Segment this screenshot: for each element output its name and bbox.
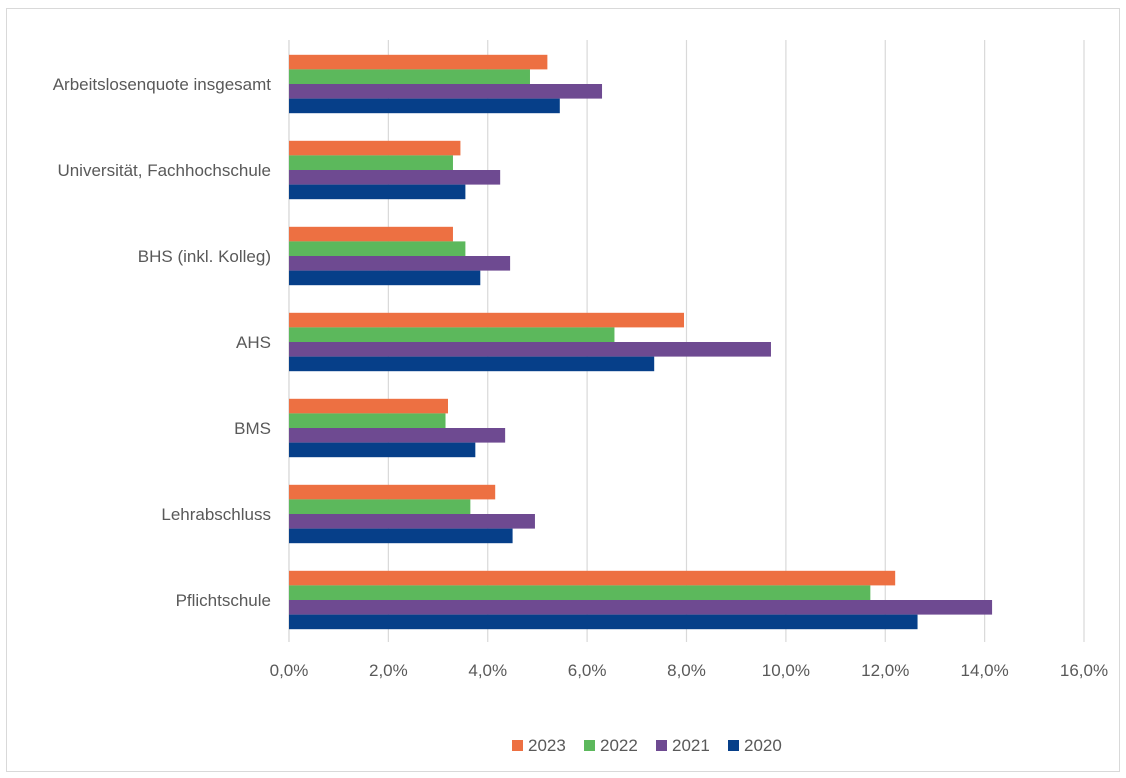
category-label: Pflichtschule (176, 591, 271, 610)
bar-2022 (289, 413, 446, 428)
bar-2021 (289, 84, 603, 99)
legend-swatch-2022 (584, 740, 595, 751)
category-label: AHS (236, 333, 271, 352)
legend-label: 2023 (528, 736, 566, 755)
legend-swatch-2023 (512, 740, 523, 751)
category-labels: Arbeitslosenquote insgesamt Universität, … (53, 75, 272, 610)
x-tick-label: 10,0% (762, 661, 810, 680)
bar-2023 (289, 140, 461, 156)
legend-swatch-2020 (728, 740, 739, 751)
category-label: Universität, Fachhochschule (57, 161, 271, 180)
bar-2023 (289, 312, 685, 328)
bar-2023 (289, 54, 548, 70)
category-label: Arbeitslosenquote insgesamt (53, 75, 272, 94)
bar-2023 (289, 570, 896, 586)
bar-2020 (289, 528, 513, 544)
legend-swatch-2021 (656, 740, 667, 751)
bar-2021 (289, 514, 535, 529)
x-tick-label: 6,0% (568, 661, 607, 680)
bar-2020 (289, 356, 655, 372)
bar-2020 (289, 184, 466, 200)
bar-2021 (289, 428, 506, 443)
bar-2023 (289, 398, 448, 414)
x-tick-label: 16,0% (1060, 661, 1108, 680)
bar-2022 (289, 499, 471, 514)
chart-frame (6, 8, 1120, 772)
bar-2022 (289, 241, 466, 256)
x-tick-label: 0,0% (270, 661, 309, 680)
x-tick-label: 14,0% (961, 661, 1009, 680)
x-tick-label: 12,0% (861, 661, 909, 680)
bar-2022 (289, 69, 530, 84)
x-tick-label: 2,0% (369, 661, 408, 680)
bar-2022 (289, 585, 871, 600)
legend-label: 2021 (672, 736, 710, 755)
category-label: BHS (inkl. Kolleg) (138, 247, 271, 266)
bar-2022 (289, 327, 615, 342)
category-label: Lehrabschluss (161, 505, 271, 524)
legend: 2023 2022 2021 2020 (512, 736, 782, 755)
bar-2021 (289, 170, 501, 185)
bar-2021 (289, 342, 771, 357)
x-tick-labels: 0,0% 2,0% 4,0% 6,0% 8,0% 10,0% 12,0% 14,0% 16,0% (270, 661, 1108, 680)
bar-2021 (289, 256, 511, 271)
legend-label: 2020 (744, 736, 782, 755)
x-tick-label: 4,0% (468, 661, 507, 680)
bar-2022 (289, 155, 453, 170)
bar-2021 (289, 600, 993, 615)
bar-2023 (289, 484, 496, 500)
legend-label: 2022 (600, 736, 638, 755)
category-label: BMS (234, 419, 271, 438)
bar-2020 (289, 614, 918, 630)
bar-2023 (289, 226, 453, 242)
x-tick-label: 8,0% (667, 661, 706, 680)
bar-2020 (289, 442, 476, 458)
bar-2020 (289, 270, 481, 286)
bar-2020 (289, 98, 560, 114)
bars (289, 54, 993, 630)
